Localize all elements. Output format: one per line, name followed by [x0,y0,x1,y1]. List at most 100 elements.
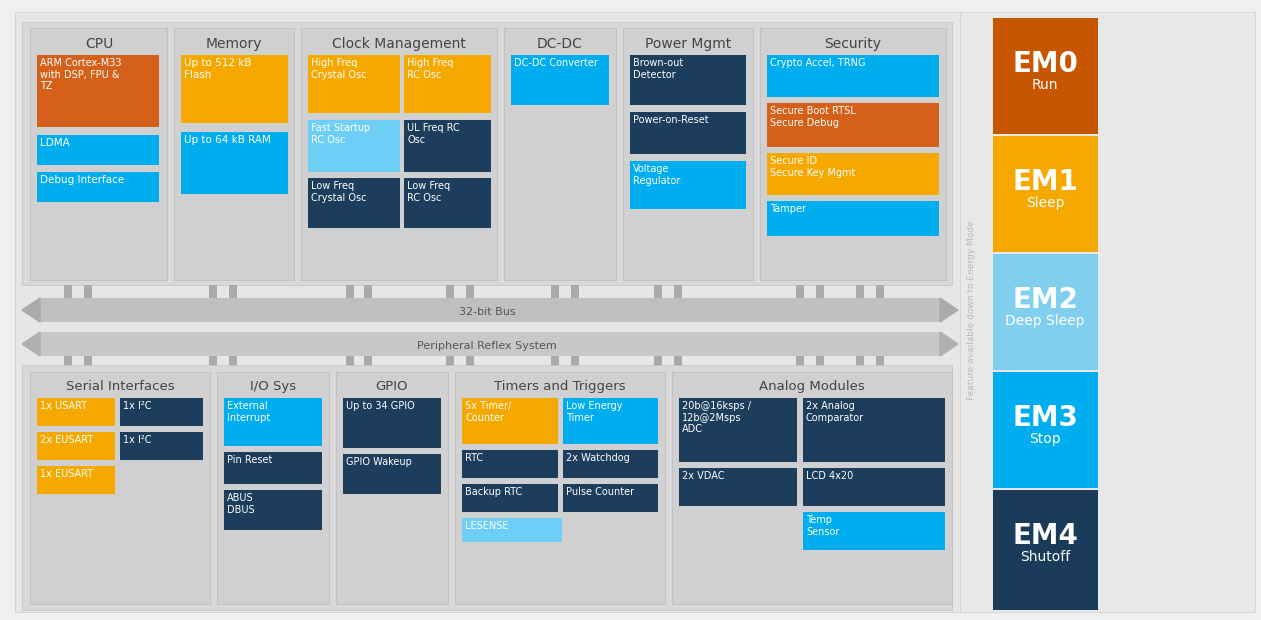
Text: Backup RTC: Backup RTC [465,487,522,497]
Bar [630,112,747,154]
Text: Memory: Memory [206,37,262,51]
Text: Power Mgmt: Power Mgmt [644,37,731,51]
Bar [404,55,491,113]
Bar [562,450,658,478]
Bar [120,432,203,460]
Text: EM0: EM0 [1013,50,1078,78]
Bar [37,398,115,426]
Text: Debug Interface: Debug Interface [40,175,125,185]
Bar [446,352,454,382]
Text: ARM Cortex-M33
with DSP, FPU &
TZ: ARM Cortex-M33 with DSP, FPU & TZ [40,58,121,91]
Text: 5x Timer/
Counter: 5x Timer/ Counter [465,401,511,423]
Text: 1x I²C: 1x I²C [124,435,151,445]
Text: Serial Interfaces: Serial Interfaces [66,380,174,393]
Bar [803,512,944,550]
Bar [462,398,559,444]
Text: 20b@16ksps /
12b@2Msps
ADC: 20b@16ksps / 12b@2Msps ADC [682,401,752,434]
Text: EM4: EM4 [1013,522,1078,550]
Text: Shutoff: Shutoff [1020,550,1071,564]
Bar [992,372,1098,488]
Bar [796,285,805,315]
Text: Voltage
Regulator: Voltage Regulator [633,164,681,185]
Bar [346,352,354,382]
Text: ABUS
DBUS: ABUS DBUS [227,493,255,515]
Bar [571,352,579,382]
Bar [856,285,864,315]
Text: Temp
Sensor: Temp Sensor [806,515,840,536]
Text: UL Freq RC
Osc: UL Freq RC Osc [407,123,460,144]
Bar [876,352,884,382]
Text: I/O Sys: I/O Sys [250,380,296,393]
Bar [64,352,72,382]
Text: EM3: EM3 [1013,404,1078,432]
Bar [364,285,372,315]
Text: 2x Analog
Comparator: 2x Analog Comparator [806,401,864,423]
Text: LDMA: LDMA [40,138,69,148]
Bar [446,285,454,315]
Bar [654,285,662,315]
Bar [343,454,441,494]
Text: EM1: EM1 [1013,168,1078,196]
Text: Brown-out
Detector: Brown-out Detector [633,58,683,79]
Bar [15,12,965,612]
Text: Secure Boot RTSL
Secure Debug: Secure Boot RTSL Secure Debug [770,106,856,128]
Text: Deep Sleep: Deep Sleep [1005,314,1084,328]
Bar [767,201,939,236]
Bar [992,490,1098,610]
Text: Clock Management: Clock Management [332,37,465,51]
Bar [462,450,559,478]
Bar [856,352,864,382]
Bar [504,28,617,280]
Text: Crypto Accel, TRNG: Crypto Accel, TRNG [770,58,865,68]
Bar [308,120,400,172]
Text: 2x EUSART: 2x EUSART [40,435,93,445]
Text: Pulse Counter: Pulse Counter [566,487,634,497]
Text: EM2: EM2 [1013,286,1078,314]
Bar [630,55,747,105]
Text: 32-bit Bus: 32-bit Bus [459,307,516,317]
Text: Low Energy
Timer: Low Energy Timer [566,401,623,423]
Text: Secure ID
Secure Key Mgmt: Secure ID Secure Key Mgmt [770,156,855,177]
Bar [816,285,823,315]
Bar [224,490,322,530]
Bar [960,12,1255,612]
Bar [404,178,491,228]
Text: Fast Startup
RC Osc: Fast Startup RC Osc [311,123,371,144]
Polygon shape [21,332,40,356]
Bar [30,372,211,604]
Bar [467,285,474,315]
Bar [40,298,939,322]
Text: LESENSE: LESENSE [465,521,508,531]
Bar [182,132,288,194]
Bar [562,484,658,512]
Bar [767,103,939,147]
Text: 1x I²C: 1x I²C [124,401,151,411]
Text: 2x Watchdog: 2x Watchdog [566,453,629,463]
Bar [343,398,441,448]
Bar [654,352,662,382]
Bar [760,28,946,280]
Text: Up to 64 kB RAM: Up to 64 kB RAM [184,135,271,145]
Bar [992,136,1098,252]
Bar [462,484,559,512]
Bar [120,398,203,426]
Bar [301,28,497,280]
Bar [30,28,166,280]
Text: Security: Security [825,37,881,51]
Bar [224,452,322,484]
Text: Up to 34 GPIO: Up to 34 GPIO [346,401,415,411]
Bar [209,352,217,382]
Bar [21,22,952,285]
Text: GPIO: GPIO [376,380,409,393]
Bar [562,398,658,444]
Bar [992,18,1098,134]
Bar [623,28,753,280]
Bar [455,372,665,604]
Bar [224,398,322,446]
Text: CPU: CPU [84,37,113,51]
Bar [992,254,1098,370]
Bar [230,352,237,382]
Bar [40,332,939,356]
Text: Low Freq
RC Osc: Low Freq RC Osc [407,181,450,203]
Bar [796,352,805,382]
